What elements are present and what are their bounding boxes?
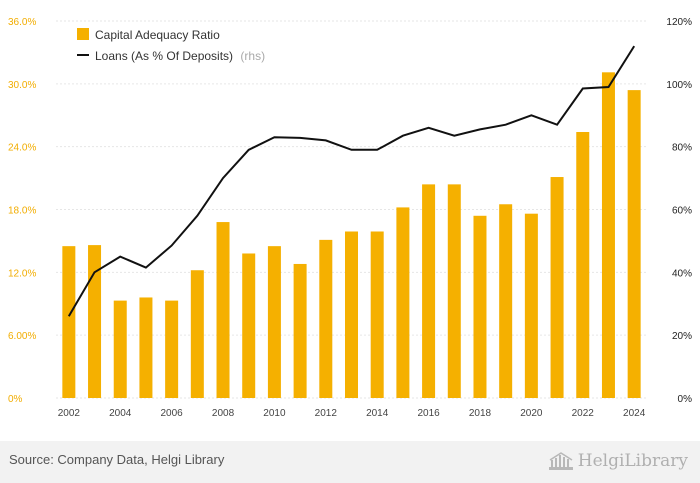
source-text: Source: Company Data, Helgi Library	[9, 452, 225, 467]
right-tick-label: 100%	[666, 80, 692, 91]
legend: Capital Adequacy Ratio Loans (As % Of De…	[77, 28, 265, 63]
bar-2021	[550, 177, 564, 398]
left-tick-label: 0%	[8, 394, 23, 405]
logo-text: HelgiLibrary	[577, 451, 688, 471]
grid-lines	[56, 20, 647, 399]
legend-label-loans-name: Loans (As % Of Deposits)	[95, 49, 233, 63]
x-tick-label: 2018	[469, 408, 492, 419]
bar-2012	[319, 239, 333, 398]
legend-label-loans: Loans (As % Of Deposits) (rhs)	[95, 49, 265, 63]
x-tick-label: 2004	[109, 408, 132, 419]
x-tick-label: 2016	[417, 408, 440, 419]
bar-2013	[345, 231, 358, 398]
right-tick-label: 60%	[672, 206, 692, 217]
x-tick-label: 2024	[623, 408, 646, 419]
left-tick-label: 6.00%	[8, 331, 36, 342]
bar-2019	[499, 204, 513, 398]
building-icon	[548, 452, 573, 470]
bar-2002	[62, 246, 76, 398]
x-axis: 2002 2004 2006 2008 2010 2012 2014 2016 2018 2020…	[58, 408, 646, 419]
right-tick-label: 80%	[672, 143, 692, 154]
bar-series	[62, 72, 641, 398]
x-tick-label: 2014	[366, 408, 389, 419]
left-tick-label: 18.0%	[8, 206, 36, 217]
bar-2023	[601, 72, 615, 398]
left-tick-label: 36.0%	[8, 17, 36, 28]
left-axis: 0% 6.00% 12.0% 18.0% 24.0% 30.0% 36.0%	[8, 17, 36, 405]
legend-label-capital-adequacy: Capital Adequacy Ratio	[95, 28, 220, 42]
legend-label-loans-note: (rhs)	[240, 49, 265, 63]
left-tick-label: 30.0%	[8, 80, 36, 91]
bar-2009	[242, 253, 256, 398]
bar-2008	[216, 222, 230, 398]
footer: Source: Company Data, Helgi Library Helg…	[0, 441, 700, 483]
right-tick-label: 40%	[672, 268, 692, 279]
x-tick-label: 2002	[58, 408, 81, 419]
bar-2014	[370, 231, 384, 398]
right-tick-label: 120%	[666, 17, 692, 28]
x-tick-label: 2006	[161, 408, 184, 419]
bar-2010	[267, 246, 281, 398]
bar-2018	[473, 215, 487, 398]
bar-2015	[396, 207, 410, 398]
bar-2006	[165, 300, 179, 398]
left-tick-label: 12.0%	[8, 268, 36, 279]
bar-2005	[139, 297, 153, 398]
x-tick-label: 2020	[520, 408, 543, 419]
right-axis: 0% 20% 40% 60% 80% 100% 120%	[666, 17, 692, 405]
bar-2003	[88, 245, 102, 398]
bar-2016	[422, 184, 436, 398]
x-tick-label: 2010	[263, 408, 286, 419]
bar-2024	[627, 90, 641, 398]
bar-2011	[293, 263, 307, 398]
x-tick-label: 2022	[572, 408, 595, 419]
left-tick-label: 24.0%	[8, 143, 36, 154]
x-tick-label: 2008	[212, 408, 235, 419]
chart: 0% 6.00% 12.0% 18.0% 24.0% 30.0% 36.0% 0% 20% 40…	[8, 17, 692, 419]
bar-2020	[524, 213, 538, 398]
helgi-library-logo[interactable]: HelgiLibrary	[548, 448, 688, 474]
legend-swatch-capital-adequacy	[77, 28, 89, 40]
x-tick-label: 2012	[315, 408, 338, 419]
loans-line	[67, 45, 636, 317]
right-tick-label: 0%	[678, 394, 693, 405]
right-tick-label: 20%	[672, 331, 692, 342]
bar-2022	[576, 132, 590, 398]
bar-2017	[447, 184, 461, 398]
bar-2007	[190, 270, 204, 398]
bar-2004	[113, 300, 127, 398]
